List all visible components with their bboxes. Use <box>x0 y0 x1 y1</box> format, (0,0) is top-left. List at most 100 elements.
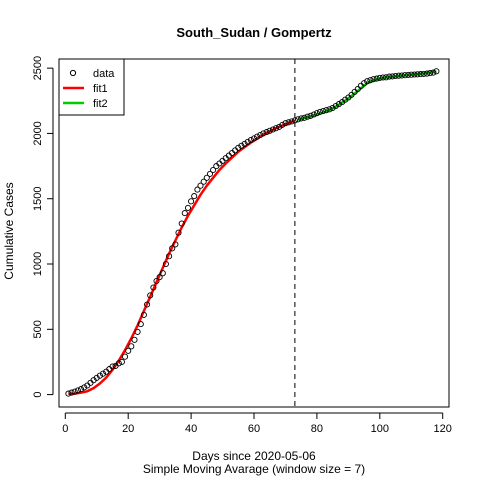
data-point <box>263 129 270 136</box>
x-axis-label: Days since 2020-05-06 <box>192 449 316 463</box>
data-point <box>420 70 427 77</box>
data-point <box>316 108 324 115</box>
data-point <box>166 253 173 260</box>
data-point <box>298 115 305 122</box>
data-point <box>276 123 283 130</box>
data-point <box>320 107 327 115</box>
data-point <box>250 135 258 142</box>
data-point <box>370 76 377 83</box>
data-point <box>282 120 289 127</box>
data-point <box>405 71 412 78</box>
data-point <box>96 372 103 379</box>
x-tick-label: 100 <box>371 423 389 435</box>
data-point <box>408 71 415 78</box>
data-point <box>254 133 261 140</box>
data-point <box>238 142 245 149</box>
data-point <box>323 107 330 114</box>
data-point <box>188 198 195 205</box>
data-point <box>260 130 267 137</box>
data-point <box>247 136 254 144</box>
data-point <box>156 274 163 281</box>
data-point <box>153 277 160 285</box>
data-point <box>118 358 125 365</box>
data-point <box>329 104 336 112</box>
data-point <box>134 328 141 335</box>
data-point <box>125 347 132 354</box>
data-point <box>335 101 342 108</box>
y-tick-label: 2000 <box>32 121 44 145</box>
data-point <box>354 85 361 93</box>
data-point <box>128 343 135 350</box>
data-point <box>147 292 154 299</box>
data-point <box>389 73 396 80</box>
data-point <box>140 311 147 318</box>
data-point <box>184 204 192 211</box>
x-axis: 0 20 40 60 80 100 120 <box>62 412 452 435</box>
data-point <box>307 112 314 119</box>
y-tick-label: 0 <box>32 392 44 398</box>
series-line-fit1 <box>68 119 296 396</box>
legend-data-marker <box>69 69 77 77</box>
data-point <box>109 363 116 370</box>
data-point <box>169 245 176 252</box>
data-point <box>326 106 333 113</box>
data-point <box>386 73 393 80</box>
data-point <box>266 127 273 134</box>
data-point <box>200 178 207 185</box>
data-point <box>272 125 280 132</box>
data-point <box>417 71 424 78</box>
data-point <box>376 74 383 81</box>
legend-label-fit1: fit1 <box>93 83 108 95</box>
y-tick-label: 500 <box>32 320 44 338</box>
data-point <box>162 260 169 268</box>
data-point <box>395 72 402 79</box>
x-tick-label: 40 <box>185 423 197 435</box>
data-point <box>81 384 88 391</box>
data-point <box>241 140 248 147</box>
data-point <box>294 116 302 123</box>
data-point <box>206 170 214 177</box>
data-point <box>423 70 431 77</box>
data-point <box>373 75 380 82</box>
data-point <box>74 387 81 394</box>
x-tick-label: 120 <box>434 423 452 435</box>
data-point <box>115 360 122 367</box>
data-point <box>71 388 78 395</box>
data-point <box>99 370 107 377</box>
data-point <box>131 336 138 343</box>
data-point <box>383 74 390 81</box>
data-point <box>235 144 242 151</box>
y-tick-label: 1000 <box>32 252 44 276</box>
data-point <box>313 110 320 117</box>
plot-area <box>65 59 440 407</box>
data-point <box>392 72 399 80</box>
data-point <box>121 353 129 360</box>
y-axis: 0 500 1000 1500 2000 2500 <box>32 56 54 398</box>
data-point <box>65 390 72 397</box>
x-tick-label: 0 <box>62 423 68 435</box>
data-point <box>379 74 387 81</box>
data-point <box>288 118 295 125</box>
data-point <box>137 321 144 328</box>
data-point <box>159 270 166 277</box>
y-tick-label: 2500 <box>32 56 44 80</box>
data-point <box>304 113 311 120</box>
data-point <box>364 78 371 85</box>
data-point <box>257 131 264 139</box>
data-point <box>197 182 204 189</box>
data-points <box>65 68 440 397</box>
data-point <box>398 72 405 79</box>
data-point <box>68 389 75 396</box>
data-point <box>279 121 286 128</box>
data-point <box>191 193 198 200</box>
chart-subtitle: Simple Moving Avarage (window size = 7) <box>143 462 365 476</box>
data-point <box>172 241 179 248</box>
data-point <box>144 301 151 308</box>
data-point <box>401 72 409 79</box>
legend-label-data: data <box>93 68 115 80</box>
data-point <box>361 80 368 87</box>
legend: data fit1 fit2 <box>58 58 125 116</box>
data-point <box>430 69 437 76</box>
data-point <box>310 111 317 118</box>
